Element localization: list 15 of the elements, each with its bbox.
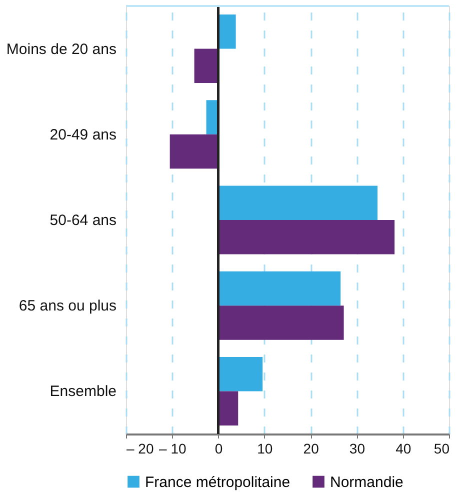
y-tick-label: Ensemble (50, 383, 116, 400)
x-tick-label: 0 (214, 440, 223, 456)
y-tick-label: 20-49 ans (50, 126, 116, 144)
y-tick-label: 50-64 ans (50, 212, 116, 229)
x-tick-label: 50 (434, 440, 450, 456)
x-tick-label: 30 (349, 440, 366, 456)
x-tick-label: 40 (396, 440, 412, 456)
x-tick-label: – 20 (126, 440, 154, 456)
legend-label: Normandie (330, 474, 404, 491)
x-tick-label: – 10 (159, 440, 186, 456)
x-tick-label: 20 (303, 440, 320, 456)
y-tick-label: 65 ans ou plus (18, 298, 116, 315)
x-tick-label: 10 (257, 440, 273, 456)
legend-label: France métropolitaine (145, 474, 290, 491)
y-tick-label: Moins de 20 ans (6, 40, 116, 58)
